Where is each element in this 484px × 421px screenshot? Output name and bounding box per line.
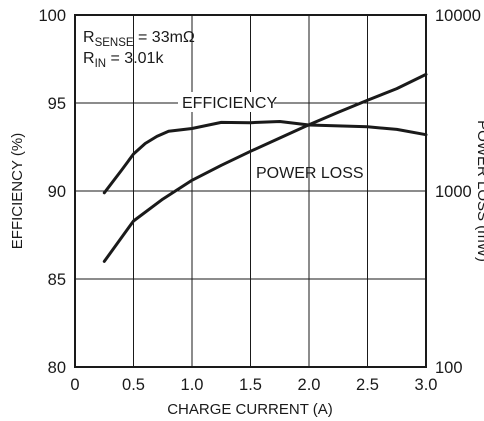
y2-axis-title: POWER LOSS (mW) xyxy=(474,120,484,262)
efficiency-curve xyxy=(102,120,428,195)
y-tick-labels: 80 85 90 95 100 xyxy=(38,7,66,377)
series-layer xyxy=(102,72,428,263)
x-tick-label: 2.0 xyxy=(298,376,321,394)
rin-annotation: RIN = 3.01k xyxy=(83,50,164,70)
x-axis-title: CHARGE CURRENT (A) xyxy=(167,401,333,418)
grid-lines xyxy=(75,15,426,367)
x-tick-label: 3.0 xyxy=(415,376,438,394)
efficiency-series-label: EFFICIENCY xyxy=(182,95,277,112)
x-tick-label: 0.5 xyxy=(122,376,145,394)
x-tick-label: 1.0 xyxy=(181,376,204,394)
y-tick-label: 95 xyxy=(48,95,66,113)
y-tick-label: 100 xyxy=(38,7,66,25)
rsense-annotation: RSENSE = 33mΩ xyxy=(83,29,195,49)
x-tick-label: 0 xyxy=(70,376,79,394)
plot-frame xyxy=(74,14,427,368)
x-tick-labels: 0 0.5 1.0 1.5 2.0 2.5 3.0 xyxy=(70,376,437,394)
y-tick-label: 90 xyxy=(48,183,66,201)
x-tick-label: 2.5 xyxy=(356,376,379,394)
efficiency-label-bg xyxy=(178,92,274,112)
power-loss-curve xyxy=(102,72,428,263)
x-tick-label: 1.5 xyxy=(239,376,262,394)
y2-tick-labels: 100 1000 10000 xyxy=(435,7,481,377)
y2-tick-label: 1000 xyxy=(435,183,472,201)
y2-tick-label: 10000 xyxy=(435,7,481,25)
y2-tick-label: 100 xyxy=(435,359,463,377)
y-tick-label: 80 xyxy=(48,359,66,377)
power-loss-series-label: POWER LOSS xyxy=(256,165,364,182)
y-axis-title: EFFICIENCY (%) xyxy=(9,133,26,249)
y-tick-label: 85 xyxy=(48,271,66,289)
